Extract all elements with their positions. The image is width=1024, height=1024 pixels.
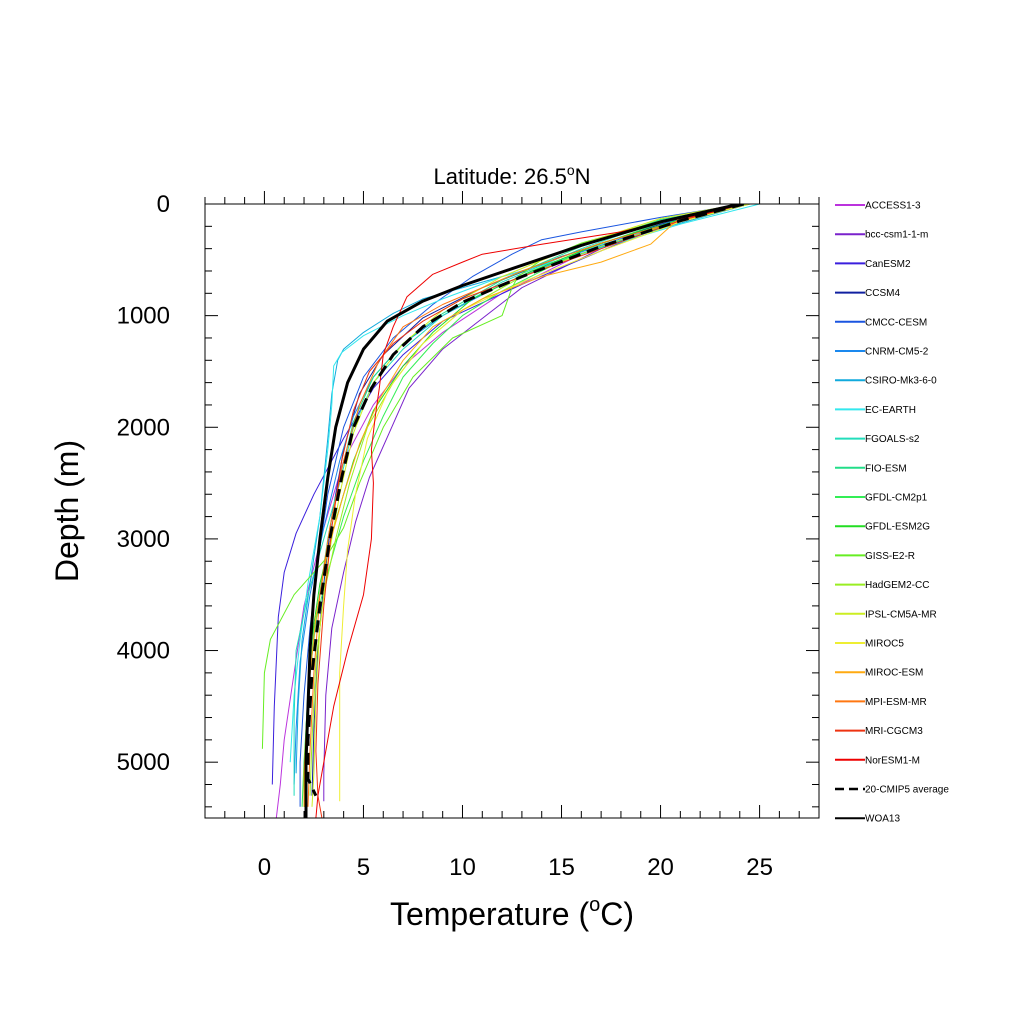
legend-label: IPSL-CM5A-MR: [865, 609, 937, 620]
x-axis: 0 5 10 15 20 25: [204, 191, 820, 881]
series-line-16: [303, 204, 740, 807]
legend-item: MIROC-ESM: [835, 668, 923, 679]
series-line-4: [299, 204, 744, 807]
y-tick-label: 2000: [117, 414, 170, 441]
legend-item: CCSM4: [835, 288, 900, 299]
x-tick-label: 15: [548, 854, 575, 881]
legend-label: GFDL-ESM2G: [865, 522, 930, 533]
series-line-15: [339, 204, 750, 802]
series-line-7: [289, 204, 760, 763]
chart-title: Latitude: 26.5oN: [433, 162, 590, 189]
series-line-11: [303, 204, 744, 796]
legend-item: CMCC-CESM: [835, 317, 927, 328]
y-tick-label: 4000: [117, 638, 170, 665]
legend-item: MRI-CGCM3: [835, 726, 923, 737]
legend-item: CNRM-CM5-2: [835, 347, 929, 358]
legend-item: MIROC5: [835, 639, 904, 650]
legend-label: 20-CMIP5 average: [865, 785, 949, 796]
plot-frame: [204, 203, 820, 819]
series-line-8: [293, 204, 740, 796]
series-line-5: [293, 204, 750, 785]
x-tick-label: 0: [258, 854, 271, 881]
x-tick-label: 25: [746, 854, 773, 881]
legend-label: CMCC-CESM: [865, 317, 927, 328]
x-axis-label: Temperature (oC): [390, 894, 634, 932]
series-line-19: [315, 204, 744, 818]
series-line-18: [315, 204, 744, 818]
x-tick-label: 10: [449, 854, 476, 881]
legend-item: WOA13: [835, 814, 900, 825]
legend-item: GFDL-CM2p1: [835, 493, 928, 504]
legend-item: FGOALS-s2: [835, 434, 920, 445]
legend-label: MPI-ESM-MR: [865, 697, 927, 708]
legend-item: MPI-ESM-MR: [835, 697, 927, 708]
series-line-6: [295, 204, 750, 774]
legend-label: HadGEM2-CC: [865, 580, 929, 591]
legend-label: MIROC5: [865, 639, 904, 650]
legend-item: CSIRO-Mk3-6-0: [835, 376, 937, 387]
legend-label: MRI-CGCM3: [865, 726, 923, 737]
legend-item: ACCESS1-3: [835, 201, 921, 212]
x-tick-label: 5: [357, 854, 370, 881]
legend-label: WOA13: [865, 814, 900, 825]
legend-label: FIO-ESM: [865, 463, 907, 474]
series-line-14: [311, 204, 740, 807]
legend-label: NorESM1-M: [865, 755, 920, 766]
series-line-1: [323, 204, 748, 802]
series-line-3: [311, 204, 746, 796]
series-line-13: [309, 204, 750, 796]
legend-label: MIROC-ESM: [865, 668, 923, 679]
legend-item: bcc-csm1-1-m: [835, 230, 928, 241]
legend-item: IPSL-CM5A-MR: [835, 609, 937, 620]
legend-item: HadGEM2-CC: [835, 580, 929, 591]
series-line-20: [306, 204, 745, 797]
legend-label: CanESM2: [865, 259, 911, 270]
series-line-9: [303, 204, 748, 807]
legend-item: GFDL-ESM2G: [835, 522, 930, 533]
legend-label: CSIRO-Mk3-6-0: [865, 376, 937, 387]
legend-item: NorESM1-M: [835, 755, 920, 766]
legend-label: CNRM-CM5-2: [865, 347, 929, 358]
legend-label: bcc-csm1-1-m: [865, 230, 928, 241]
legend-label: GISS-E2-R: [865, 551, 915, 562]
legend-label: ACCESS1-3: [865, 201, 921, 212]
legend-item: EC-EARTH: [835, 405, 916, 416]
plot-area: [261, 204, 760, 818]
y-axis: 0 1000 2000 3000 4000 5000: [117, 191, 819, 808]
legend-item: GISS-E2-R: [835, 551, 915, 562]
y-tick-label: 0: [157, 191, 170, 218]
y-tick-label: 3000: [117, 526, 170, 553]
y-tick-label: 5000: [117, 749, 170, 776]
legend: ACCESS1-3 bcc-csm1-1-m CanESM2 CCSM4 CMCC-CE…: [835, 201, 949, 825]
legend-label: EC-EARTH: [865, 405, 916, 416]
legend-label: GFDL-CM2p1: [865, 493, 928, 504]
legend-item: CanESM2: [835, 259, 911, 270]
y-tick-label: 1000: [117, 303, 170, 330]
series-line-10: [301, 204, 740, 807]
series-line-21: [304, 204, 741, 818]
legend-item: FIO-ESM: [835, 463, 907, 474]
legend-item: 20-CMIP5 average: [835, 785, 949, 796]
series-line-0: [275, 204, 744, 818]
y-axis-label: Depth (m): [49, 440, 85, 582]
legend-label: CCSM4: [865, 288, 900, 299]
x-tick-label: 20: [647, 854, 674, 881]
legend-label: FGOALS-s2: [865, 434, 920, 445]
